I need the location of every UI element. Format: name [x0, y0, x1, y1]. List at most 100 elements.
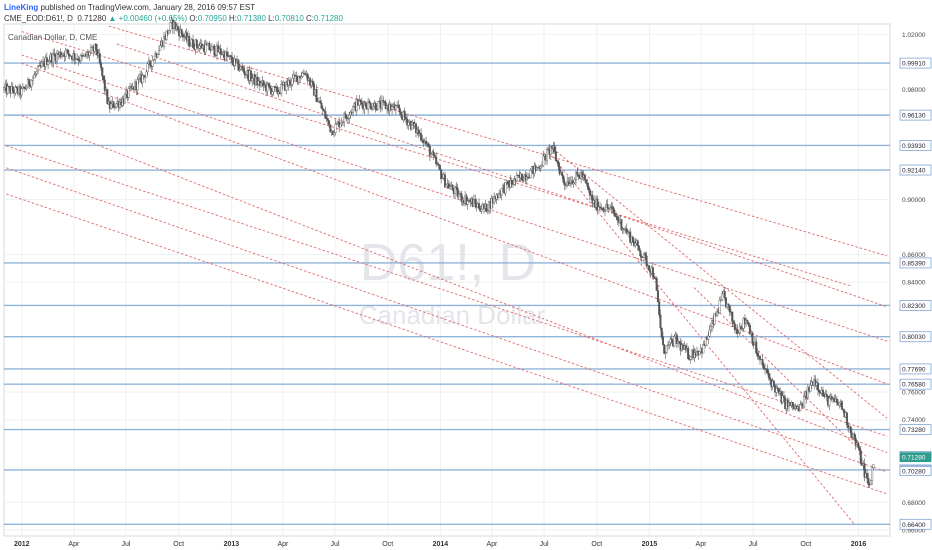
- candle-body: [539, 166, 542, 169]
- level-label: 0.77690: [902, 366, 926, 373]
- candle-body: [587, 186, 590, 191]
- candle-body: [857, 442, 860, 448]
- time-tick-label: Jul: [540, 541, 549, 548]
- candle-body: [334, 123, 337, 133]
- candle-body: [553, 145, 556, 153]
- candle-body: [323, 109, 326, 112]
- price-tick-label: 0.76000: [902, 390, 926, 397]
- candle-body: [816, 382, 819, 391]
- candle-body: [176, 26, 179, 30]
- level-label-box: [899, 518, 932, 530]
- candle-body: [814, 379, 817, 386]
- candle-body: [651, 267, 654, 277]
- candle-body: [529, 169, 532, 178]
- candle-body: [157, 49, 160, 55]
- candle-body: [863, 463, 866, 478]
- candle-body: [77, 58, 80, 61]
- candle-body: [23, 86, 26, 89]
- candle-body: [451, 184, 454, 190]
- candle-body: [372, 106, 375, 110]
- candle-body: [399, 111, 402, 116]
- candle-body: [775, 387, 778, 393]
- price-tick-label: 0.68000: [902, 500, 926, 507]
- candle-body: [397, 104, 400, 109]
- candle-body: [561, 172, 564, 176]
- time-tick-label: 2013: [224, 541, 240, 548]
- candle-body: [231, 56, 234, 63]
- candle-body: [415, 123, 418, 134]
- trend-line: [21, 62, 888, 385]
- candle-body: [311, 80, 314, 84]
- candle-body: [266, 82, 269, 92]
- time-tick-label: Oct: [382, 541, 393, 548]
- candle-body: [567, 181, 570, 186]
- candle-body: [404, 117, 407, 120]
- candle-body: [345, 117, 348, 119]
- trend-line: [6, 193, 888, 495]
- time-axis[interactable]: 2012 Apr Jul Oct 2013 Apr Jul Oct 2014 Apr Jul Oct 2…: [14, 541, 866, 548]
- time-tick-label: 2016: [851, 541, 867, 548]
- candle-body: [25, 86, 28, 89]
- candle-body: [583, 175, 586, 180]
- candle-body: [47, 61, 50, 65]
- candle-body: [769, 377, 772, 380]
- level-label: 0.76580: [902, 382, 926, 389]
- candle-body: [614, 213, 617, 217]
- candle-body: [719, 299, 722, 301]
- candle-body: [611, 206, 614, 209]
- candle-body: [541, 165, 544, 168]
- candle-body: [213, 45, 216, 56]
- vertical-grid: [3, 23, 891, 537]
- candle-body: [728, 305, 731, 313]
- candle-body: [601, 207, 604, 210]
- candle-body: [849, 426, 852, 434]
- candle-body: [616, 216, 619, 221]
- candle-body: [673, 336, 676, 347]
- candle-body: [359, 100, 362, 103]
- candle-body: [687, 347, 690, 360]
- candle-body: [425, 141, 428, 145]
- candle-body: [181, 33, 184, 38]
- candle-body: [762, 364, 765, 369]
- candle-body: [659, 314, 662, 329]
- candle-body: [280, 84, 283, 94]
- candle-body: [271, 91, 274, 95]
- candle-body: [142, 74, 145, 76]
- candle-body: [180, 29, 183, 35]
- candle-body: [563, 181, 566, 186]
- candle-body: [818, 389, 821, 393]
- price-axis[interactable]: 1.02000 0.98000 0.90000 0.86000 0.84000 0.760…: [899, 32, 932, 534]
- candle-body: [609, 207, 612, 210]
- candle-body: [276, 87, 279, 94]
- candle-body: [756, 352, 759, 357]
- candle-body: [648, 265, 651, 271]
- candle-body: [214, 54, 217, 56]
- candle-body: [716, 311, 719, 316]
- candle-body: [149, 60, 152, 66]
- time-tick-label: Apr: [68, 541, 80, 548]
- close-value: 0.71280: [314, 14, 343, 23]
- candle-body: [272, 86, 275, 92]
- candle-body: [367, 101, 370, 110]
- candle-body: [562, 175, 565, 183]
- candle-body: [163, 36, 166, 47]
- symbol-label: CME_EOD:D61!, D: [4, 14, 73, 23]
- author-link[interactable]: LineKing: [4, 3, 39, 12]
- candle-body: [675, 334, 678, 344]
- level-label-box: [899, 378, 932, 390]
- candle-body: [853, 433, 856, 439]
- candle-body: [188, 35, 191, 47]
- trend-line: [116, 43, 888, 308]
- candle-body: [443, 174, 446, 188]
- candle-body: [457, 194, 460, 197]
- candle-body: [510, 180, 513, 185]
- candle-body: [575, 171, 578, 180]
- price-tick-label: 0.74000: [902, 417, 926, 424]
- candle-body: [113, 106, 116, 109]
- level-label-box: [899, 424, 932, 436]
- candle-body: [340, 122, 343, 125]
- trend-line: [548, 145, 888, 419]
- candle-body: [859, 450, 862, 464]
- candle-body: [302, 72, 305, 74]
